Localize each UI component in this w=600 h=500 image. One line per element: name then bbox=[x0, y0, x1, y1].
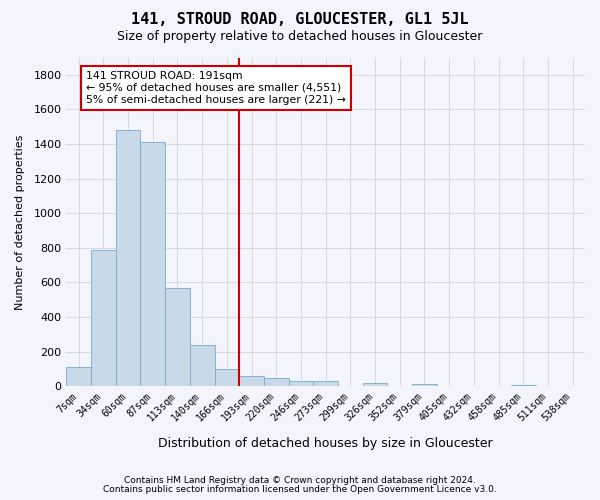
Text: 141, STROUD ROAD, GLOUCESTER, GL1 5JL: 141, STROUD ROAD, GLOUCESTER, GL1 5JL bbox=[131, 12, 469, 28]
Bar bbox=[91, 250, 116, 386]
Text: Contains public sector information licensed under the Open Government Licence v3: Contains public sector information licen… bbox=[103, 485, 497, 494]
Bar bbox=[116, 130, 140, 386]
Bar bbox=[67, 367, 91, 386]
Bar bbox=[140, 142, 165, 386]
Text: Size of property relative to detached houses in Gloucester: Size of property relative to detached ho… bbox=[118, 30, 482, 43]
Bar bbox=[215, 369, 239, 386]
Y-axis label: Number of detached properties: Number of detached properties bbox=[15, 134, 25, 310]
Bar bbox=[313, 381, 338, 386]
Bar bbox=[239, 376, 264, 386]
Bar bbox=[289, 381, 313, 386]
Bar bbox=[363, 383, 388, 386]
Bar bbox=[511, 384, 536, 386]
Bar bbox=[190, 344, 215, 387]
Bar bbox=[412, 384, 437, 386]
X-axis label: Distribution of detached houses by size in Gloucester: Distribution of detached houses by size … bbox=[158, 437, 493, 450]
Text: Contains HM Land Registry data © Crown copyright and database right 2024.: Contains HM Land Registry data © Crown c… bbox=[124, 476, 476, 485]
Bar bbox=[264, 378, 289, 386]
Bar bbox=[165, 288, 190, 386]
Text: 141 STROUD ROAD: 191sqm
← 95% of detached houses are smaller (4,551)
5% of semi-: 141 STROUD ROAD: 191sqm ← 95% of detache… bbox=[86, 72, 346, 104]
